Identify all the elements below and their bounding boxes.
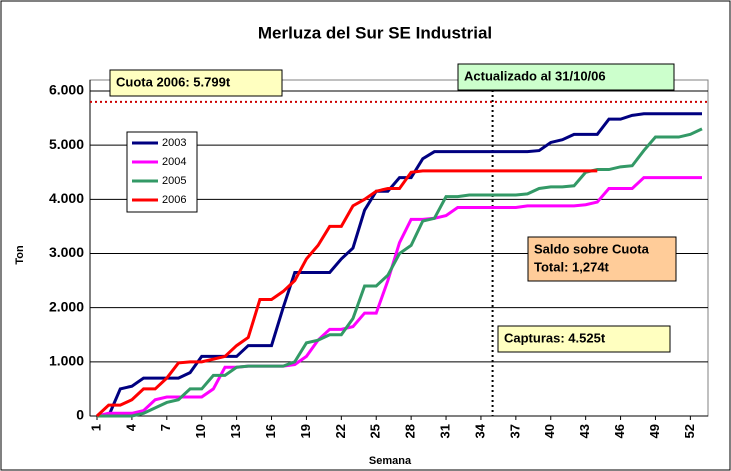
annotation-box	[457, 63, 675, 91]
annotation-box	[109, 69, 283, 97]
y-tick-label: 3.000	[49, 244, 84, 260]
x-axis-label: Semana	[369, 455, 412, 467]
annotation-text: Cuota 2006: 5.799t	[116, 74, 231, 89]
chart-title: Merluza del Sur SE Industrial	[258, 23, 492, 42]
legend-label: 2004	[162, 156, 186, 168]
x-tick-label: 16	[263, 424, 278, 438]
legend-label: 2006	[162, 194, 186, 206]
annotation-text: Actualizado al 31/10/06	[464, 68, 606, 83]
y-tick-label: 2.000	[49, 298, 84, 314]
x-tick-label: 40	[542, 424, 557, 438]
series-line	[95, 169, 598, 418]
x-tick-label: 46	[612, 424, 627, 438]
x-tick-label: 10	[193, 424, 208, 438]
series-line	[96, 176, 702, 418]
x-tick-label: 1	[88, 424, 103, 431]
y-tick-label: 0	[76, 407, 84, 423]
annotation-box	[497, 325, 671, 353]
x-tick-label: 7	[158, 424, 173, 431]
x-tick-label: 49	[647, 424, 662, 438]
x-tick-label: 52	[682, 424, 697, 438]
x-tick-label: 22	[333, 424, 348, 438]
annotation-text: Total: 1,274t	[534, 259, 610, 274]
series-line	[97, 127, 703, 418]
annotation-box	[527, 236, 677, 282]
x-tick-label: 19	[298, 424, 313, 438]
y-tick-label: 6.000	[49, 82, 84, 98]
y-tick-label: 1.000	[49, 353, 84, 369]
annotation-text: Saldo sobre Cuota	[534, 241, 650, 256]
x-tick-label: 28	[403, 424, 418, 438]
x-tick-label: 43	[577, 424, 592, 438]
y-tick-label: 4.000	[49, 190, 84, 206]
x-tick-label: 31	[437, 424, 452, 438]
legend-label: 2005	[162, 175, 186, 187]
x-tick-label: 4	[123, 423, 138, 431]
annotation-text: Capturas: 4.525t	[504, 330, 606, 345]
x-tick-label: 34	[472, 423, 487, 438]
y-axis-label: Ton	[14, 245, 26, 265]
x-tick-label: 13	[228, 424, 243, 438]
x-tick-label: 37	[507, 424, 522, 438]
y-tick-label: 5.000	[49, 136, 84, 152]
legend-label: 2003	[162, 137, 186, 149]
x-tick-label: 25	[368, 424, 383, 438]
